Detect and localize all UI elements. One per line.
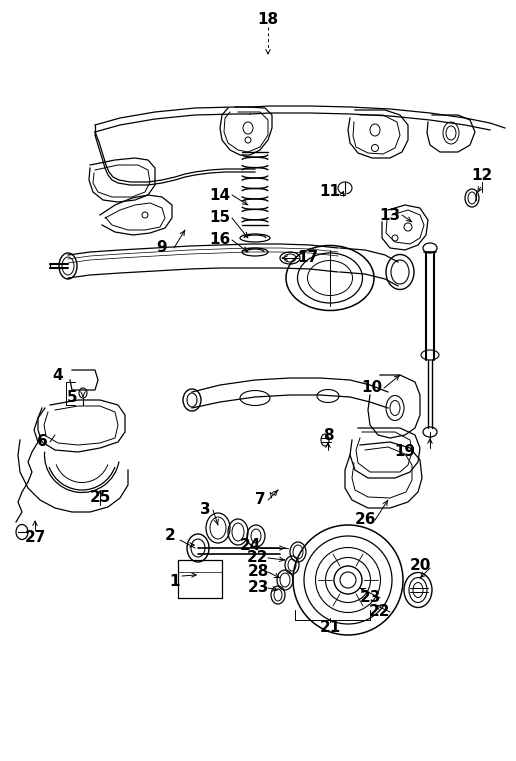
Text: 11: 11 <box>319 184 341 199</box>
Text: 13: 13 <box>379 208 400 222</box>
Text: 1: 1 <box>170 575 180 590</box>
Text: 6: 6 <box>37 435 47 450</box>
Text: 2: 2 <box>165 527 175 543</box>
Text: 23: 23 <box>359 591 381 606</box>
Text: 22: 22 <box>247 550 269 565</box>
Text: 7: 7 <box>255 492 265 508</box>
Text: 15: 15 <box>209 211 231 225</box>
Text: 14: 14 <box>209 187 231 202</box>
Text: 17: 17 <box>297 250 318 266</box>
Text: 16: 16 <box>209 233 231 247</box>
Text: 28: 28 <box>247 565 269 579</box>
Text: 20: 20 <box>409 558 431 572</box>
Text: 23: 23 <box>247 581 269 596</box>
Text: 25: 25 <box>89 491 111 505</box>
Text: 21: 21 <box>319 620 341 635</box>
Text: 8: 8 <box>322 428 333 442</box>
Text: 12: 12 <box>472 167 493 183</box>
Text: 22: 22 <box>369 604 391 619</box>
Text: 10: 10 <box>361 380 382 396</box>
Text: 4: 4 <box>53 368 63 383</box>
Text: 24: 24 <box>239 537 261 552</box>
Text: 3: 3 <box>200 502 211 517</box>
Text: 27: 27 <box>24 530 46 546</box>
Text: 9: 9 <box>157 240 167 256</box>
Text: 26: 26 <box>354 512 376 527</box>
Text: 5: 5 <box>67 390 77 405</box>
Text: 18: 18 <box>257 12 279 27</box>
Text: 19: 19 <box>394 444 415 460</box>
